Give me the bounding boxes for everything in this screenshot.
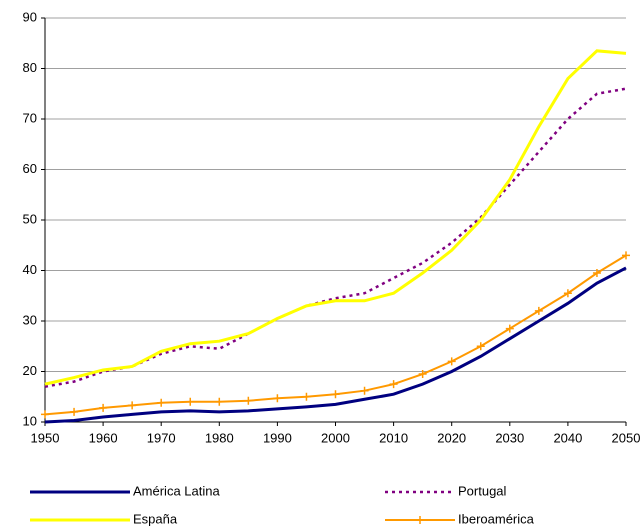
- point-marker: [534, 306, 543, 315]
- legend-marker: [416, 516, 424, 524]
- legend-label: América Latina: [133, 483, 220, 498]
- y-tick-label: 30: [23, 312, 37, 327]
- point-marker: [622, 251, 630, 260]
- x-tick-label: 1970: [147, 430, 176, 445]
- point-marker: [128, 401, 137, 410]
- point-marker: [157, 398, 166, 407]
- x-tick-label: 1950: [31, 430, 60, 445]
- series-line: [44, 266, 627, 424]
- x-tick-label: 2030: [495, 430, 524, 445]
- y-tick-label: 90: [23, 9, 37, 24]
- legend-label: Iberoamérica: [458, 511, 535, 526]
- x-tick-label: 2050: [612, 430, 641, 445]
- x-tick-label: 2000: [321, 430, 350, 445]
- point-marker: [99, 403, 108, 412]
- point-marker: [476, 342, 485, 351]
- x-tick-label: 2010: [379, 430, 408, 445]
- point-marker: [70, 407, 79, 416]
- series-line: [44, 87, 627, 388]
- legend-label: Portugal: [458, 483, 507, 498]
- point-marker: [186, 397, 195, 406]
- y-tick-label: 80: [23, 60, 37, 75]
- point-marker: [215, 397, 224, 406]
- point-marker: [244, 396, 253, 405]
- point-marker: [505, 324, 514, 333]
- x-tick-label: 2020: [437, 430, 466, 445]
- point-marker: [302, 392, 311, 401]
- point-marker: [41, 410, 49, 419]
- x-tick-label: 1990: [263, 430, 292, 445]
- y-tick-label: 60: [23, 161, 37, 176]
- point-marker: [273, 394, 282, 403]
- y-tick-label: 20: [23, 363, 37, 378]
- point-marker: [360, 386, 369, 395]
- point-marker: [563, 289, 572, 298]
- x-tick-label: 2040: [553, 430, 582, 445]
- series-line: [44, 49, 627, 386]
- x-tick-label: 1980: [205, 430, 234, 445]
- point-marker: [418, 370, 427, 379]
- y-tick-label: 40: [23, 262, 37, 277]
- y-tick-label: 10: [23, 413, 37, 428]
- x-tick-label: 1960: [89, 430, 118, 445]
- point-marker: [447, 357, 456, 366]
- point-marker: [592, 269, 601, 278]
- y-tick-label: 50: [23, 211, 37, 226]
- y-tick-label: 70: [23, 110, 37, 125]
- point-marker: [331, 390, 340, 399]
- point-marker: [389, 380, 398, 389]
- legend-label: España: [133, 511, 178, 526]
